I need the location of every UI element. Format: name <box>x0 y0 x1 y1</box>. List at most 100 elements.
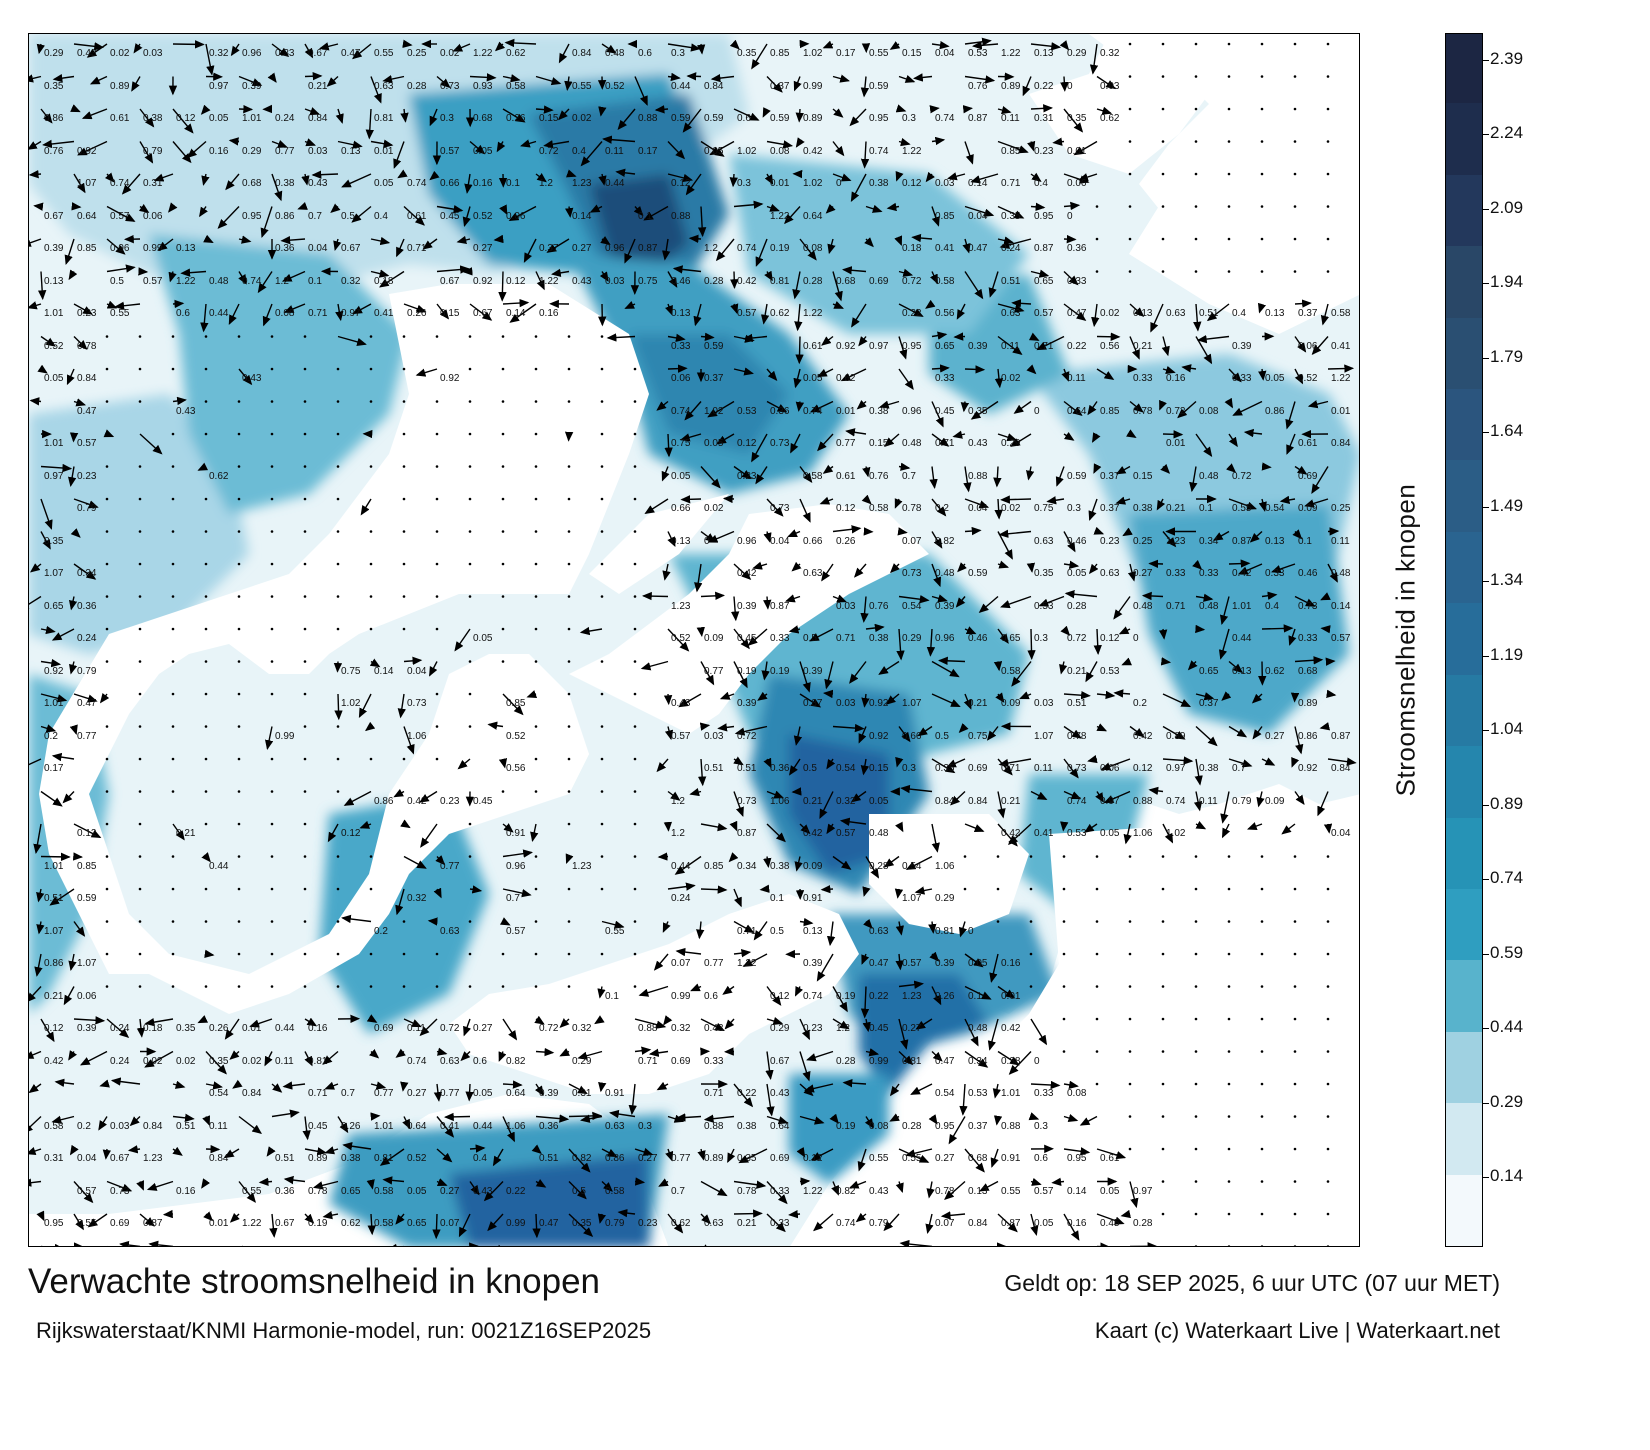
current-arrow <box>302 1116 311 1141</box>
grid-dot <box>270 660 274 663</box>
speed-label: 0.85 <box>77 243 97 254</box>
current-arrow <box>29 140 42 150</box>
speed-label: 0.6 <box>737 113 751 124</box>
speed-label: 0.5 <box>803 633 817 644</box>
current-arrow <box>858 336 868 347</box>
current-arrow <box>509 303 537 323</box>
grid-dot <box>171 335 175 338</box>
current-arrow <box>598 106 607 117</box>
current-arrow <box>1304 498 1329 508</box>
current-arrow <box>322 1210 339 1220</box>
speed-label: 0.32 <box>836 796 856 807</box>
current-arrow <box>1030 42 1062 51</box>
grid-dot <box>633 530 637 533</box>
grid-dot <box>402 985 406 988</box>
speed-label: 0.33 <box>275 48 295 59</box>
grid-dot <box>1293 107 1297 111</box>
current-arrow <box>1256 791 1265 808</box>
current-arrow <box>845 428 867 437</box>
current-arrow <box>931 823 940 853</box>
speed-label: 0.37 <box>704 373 724 384</box>
speed-label: 0.67 <box>440 276 460 287</box>
current-arrow <box>729 39 740 50</box>
grid-dot <box>1293 75 1297 78</box>
speed-label: 0.85 <box>1001 146 1021 157</box>
speed-label: 0.52 <box>407 1153 427 1164</box>
current-arrow <box>826 758 836 770</box>
current-arrow <box>40 658 62 668</box>
speed-label: 0.38 <box>341 1153 361 1164</box>
current-arrow <box>500 917 511 926</box>
current-arrow <box>1317 791 1329 817</box>
speed-label: 0.59 <box>671 113 691 124</box>
colorbar-segment <box>1446 173 1482 247</box>
speed-label: 0.61 <box>836 471 856 482</box>
grid-dot <box>633 757 637 761</box>
speed-label: 0.28 <box>407 81 427 92</box>
current-arrow <box>403 855 427 869</box>
current-arrow <box>766 986 782 1006</box>
colorbar-tick <box>1483 804 1489 806</box>
grid-dot <box>1293 1082 1297 1086</box>
current-arrow <box>297 202 308 210</box>
grid-dot <box>633 595 637 598</box>
grid-dot <box>1194 42 1198 46</box>
current-arrow <box>800 1247 811 1248</box>
current-arrow <box>898 726 911 743</box>
current-arrow <box>393 788 405 798</box>
grid-dot <box>237 660 241 663</box>
speed-label: 0.05 <box>374 178 394 189</box>
current-arrow <box>665 1148 674 1162</box>
current-arrow <box>733 1180 767 1189</box>
current-arrow <box>402 39 413 48</box>
current-arrow <box>997 140 1029 154</box>
speed-label: 1.2 <box>539 178 553 189</box>
current-arrow <box>138 203 150 213</box>
speed-label: 0.09 <box>1298 503 1318 514</box>
speed-label: 0.24 <box>77 633 97 644</box>
grid-dot <box>171 725 175 728</box>
current-arrow <box>898 1245 899 1246</box>
speed-label: 0.1 <box>638 211 652 222</box>
grid-dot <box>237 530 241 533</box>
speed-label: 0.05 <box>968 958 988 969</box>
colorbar-tick <box>1483 1102 1489 1104</box>
current-arrow <box>1286 433 1296 455</box>
current-arrow <box>733 367 754 376</box>
speed-label: 0.5 <box>572 1186 586 1197</box>
grid-dot <box>270 400 274 403</box>
current-arrow <box>371 1247 379 1248</box>
grid-dot <box>1293 1212 1297 1216</box>
speed-label: 0 <box>1034 406 1040 417</box>
grid-dot <box>1161 887 1165 891</box>
speed-label: 0.65 <box>1199 666 1219 677</box>
grid-dot <box>1260 1212 1264 1216</box>
current-arrow <box>634 1046 652 1055</box>
current-arrow <box>667 790 681 801</box>
current-arrow <box>915 1018 933 1030</box>
current-arrow <box>858 726 867 744</box>
speed-label: 0.71 <box>1034 341 1054 352</box>
colorbar-tick-label: 0.59 <box>1490 942 1524 962</box>
speed-label: 0.39 <box>935 601 955 612</box>
current-arrow <box>724 1018 735 1030</box>
current-arrow <box>889 1083 900 1097</box>
speed-label: 0.96 <box>506 861 526 872</box>
current-arrow <box>502 108 526 123</box>
current-arrow <box>664 726 674 741</box>
current-arrow <box>335 108 344 124</box>
speed-label: 0.08 <box>803 243 823 254</box>
current-arrow <box>106 238 126 255</box>
current-arrow <box>657 1247 668 1248</box>
speed-label: 0.61 <box>407 211 427 222</box>
speed-label: 0.27 <box>440 1186 460 1197</box>
grid-dot <box>468 432 472 436</box>
speed-label: 0.99 <box>803 81 823 92</box>
current-arrow <box>77 140 108 156</box>
current-arrow <box>403 726 415 755</box>
model-run-info: Rijkswaterstaat/KNMI Harmonie-model, run… <box>36 1318 652 1343</box>
current-arrow <box>73 563 97 580</box>
current-arrow <box>358 693 372 719</box>
current-arrow <box>1228 559 1251 568</box>
speed-label: 0.03 <box>110 1121 130 1132</box>
